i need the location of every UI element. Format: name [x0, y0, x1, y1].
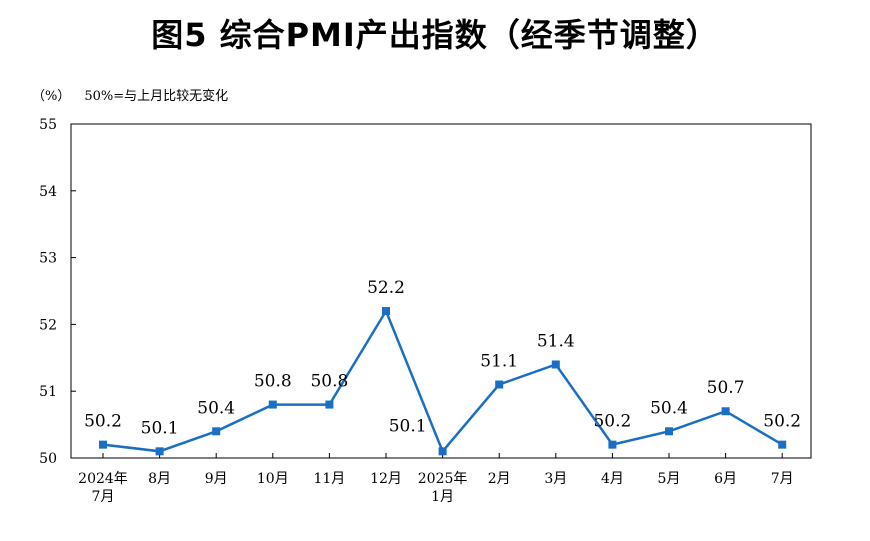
y-tick-label: 51	[39, 384, 57, 400]
y-axis: 50 51 52 53 54 55	[39, 117, 76, 467]
y-tick-label: 52	[39, 317, 57, 333]
chart-title: 图5 综合PMI产出指数（经季节调整）	[151, 16, 719, 54]
data-point	[778, 440, 787, 449]
data-point	[551, 360, 560, 369]
data-label: 50.4	[650, 398, 688, 418]
reference-note: 50%=与上月比较无变化	[84, 89, 229, 104]
x-tick-label: 2025年 1月	[418, 471, 468, 505]
data-point	[495, 380, 504, 389]
x-tick-label: 2024年 7月	[78, 471, 128, 505]
data-point	[155, 447, 164, 456]
data-point	[99, 440, 107, 449]
x-tick-label: 4月	[601, 471, 624, 487]
series-line	[102, 308, 783, 454]
data-label: 51.4	[537, 331, 575, 351]
data-point	[608, 440, 617, 449]
data-label: 50.2	[593, 412, 631, 432]
data-point	[325, 400, 334, 409]
data-point	[438, 447, 447, 456]
data-point	[268, 400, 277, 409]
x-tick-label: 6月	[714, 471, 737, 487]
series-markers	[99, 307, 787, 456]
data-label: 50.1	[141, 418, 179, 438]
data-label: 50.2	[763, 412, 801, 432]
data-label: 50.7	[707, 378, 745, 398]
y-tick-label: 54	[39, 184, 57, 200]
data-label: 50.8	[254, 372, 292, 392]
x-tick-label: 11月	[313, 471, 345, 487]
data-label: 50.8	[310, 372, 348, 392]
y-tick-label: 50	[39, 451, 57, 467]
x-tick-label: 9月	[205, 471, 228, 487]
unit-row: （%） 50%=与上月比较无变化	[32, 85, 228, 104]
unit-label: （%）	[32, 89, 71, 104]
data-point	[721, 407, 730, 416]
x-tick-label: 10月	[257, 471, 289, 487]
plot-area	[70, 123, 812, 459]
data-label: 50.2	[84, 412, 122, 432]
data-label: 51.1	[480, 352, 518, 372]
x-tick-label: 12月	[370, 471, 402, 487]
data-point	[212, 427, 221, 436]
x-tick-label: 7月	[771, 471, 794, 487]
data-point	[382, 307, 390, 316]
data-point	[665, 427, 673, 436]
y-tick-label: 53	[39, 251, 57, 267]
x-tick-label: 8月	[148, 471, 171, 487]
data-labels: 50.2 50.1 50.4 50.8 50.8 52.2 50.1 51.1 51.4 50.2…	[84, 278, 801, 438]
data-label: 50.1	[389, 416, 427, 436]
x-axis: 2024年 7月 8月 9月 10月 11月 12月 2025年 1月 2月 3月 4月 5月 6月 7月	[78, 453, 794, 505]
y-tick-label: 55	[39, 117, 57, 133]
x-tick-label: 2月	[488, 471, 511, 487]
x-tick-label: 5月	[658, 471, 681, 487]
data-label: 52.2	[367, 278, 405, 298]
x-tick-label: 3月	[544, 471, 567, 487]
data-label: 50.4	[197, 398, 235, 418]
